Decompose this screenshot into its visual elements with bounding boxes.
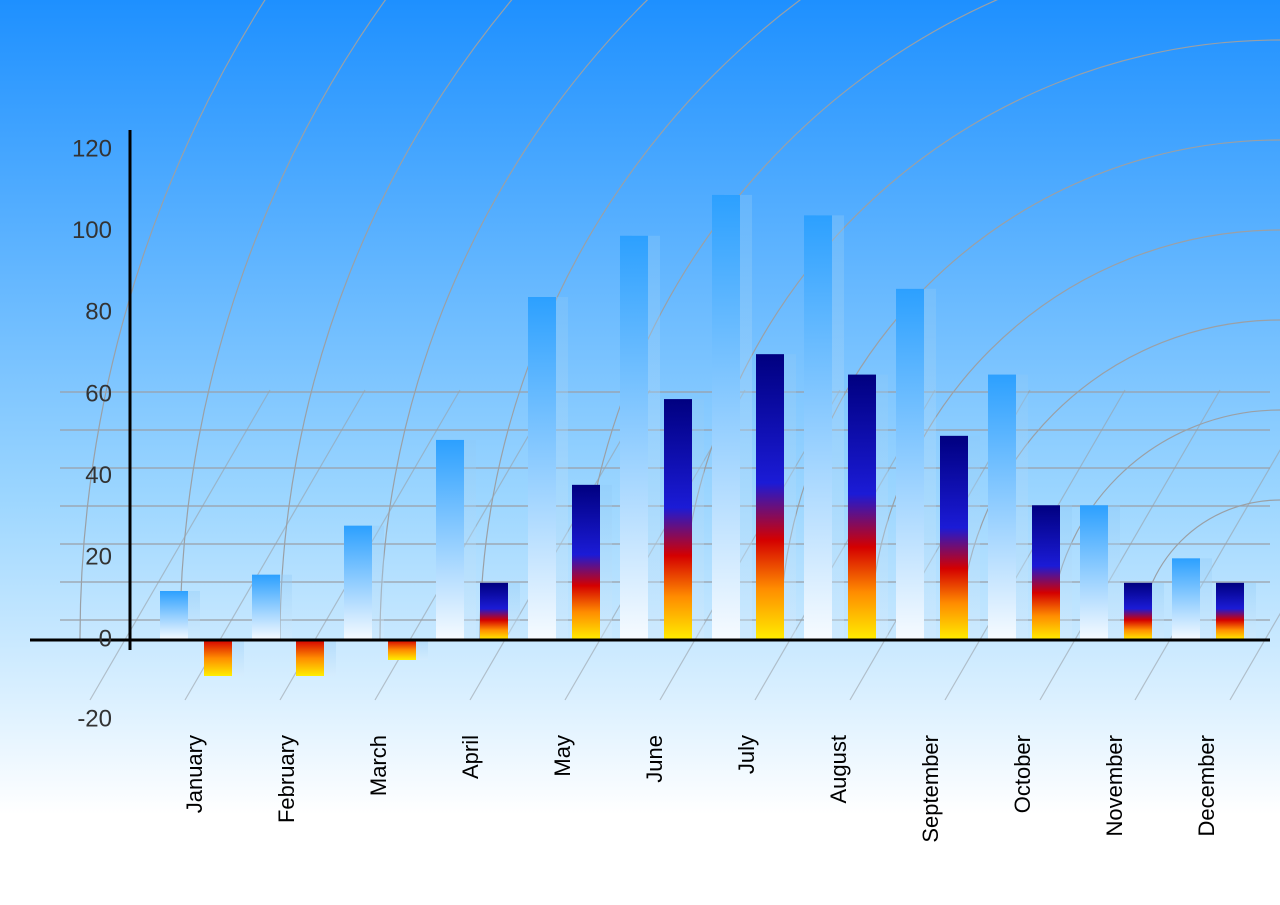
series2-bar bbox=[664, 399, 692, 640]
x-tick-label: October bbox=[1010, 735, 1035, 813]
series2-bar bbox=[1032, 505, 1060, 640]
y-tick-label: -20 bbox=[77, 705, 112, 732]
x-tick-label: April bbox=[458, 735, 483, 779]
series2-bar bbox=[204, 640, 232, 676]
series1-bar bbox=[1080, 505, 1108, 640]
series2-bar bbox=[940, 436, 968, 640]
x-tick-label: January bbox=[182, 735, 207, 813]
series1-bar bbox=[1172, 558, 1200, 640]
series2-bar bbox=[848, 375, 876, 640]
series1-bar bbox=[804, 215, 832, 640]
monthly-bar-chart: -20 0 20 40 60 80 100 120 January February March Ap… bbox=[0, 0, 1280, 905]
y-tick-label: 0 bbox=[99, 625, 112, 652]
series1-bar bbox=[620, 236, 648, 640]
x-tick-label: March bbox=[366, 735, 391, 796]
y-tick-label: 60 bbox=[85, 380, 112, 407]
y-tick-label: 80 bbox=[85, 299, 112, 326]
series1-bar bbox=[344, 526, 372, 640]
y-tick-label: 100 bbox=[72, 217, 112, 244]
y-tick-label: 40 bbox=[85, 462, 112, 489]
x-tick-label: December bbox=[1194, 735, 1219, 836]
x-tick-label: July bbox=[734, 735, 759, 774]
y-tick-label: 120 bbox=[72, 135, 112, 162]
series2-bar bbox=[480, 583, 508, 640]
x-tick-label: August bbox=[826, 735, 851, 804]
x-tick-label: February bbox=[274, 735, 299, 823]
series2-bar bbox=[572, 485, 600, 640]
x-tick-label: June bbox=[642, 735, 667, 783]
x-tick-label: November bbox=[1102, 735, 1127, 836]
series1-bar bbox=[896, 289, 924, 640]
series1-bar bbox=[528, 297, 556, 640]
series2-bar bbox=[1216, 583, 1244, 640]
series2-bar bbox=[388, 640, 416, 660]
series1-bar bbox=[712, 195, 740, 640]
series1-bar bbox=[160, 591, 188, 640]
series2-bar bbox=[296, 640, 324, 676]
y-tick-label: 20 bbox=[85, 544, 112, 571]
series1-bar bbox=[988, 375, 1016, 640]
x-tick-label: May bbox=[550, 735, 575, 777]
series2-bar bbox=[756, 354, 784, 640]
series1-bar bbox=[436, 440, 464, 640]
x-tick-label: September bbox=[918, 735, 943, 843]
series2-bar bbox=[1124, 583, 1152, 640]
series1-bar bbox=[252, 575, 280, 640]
